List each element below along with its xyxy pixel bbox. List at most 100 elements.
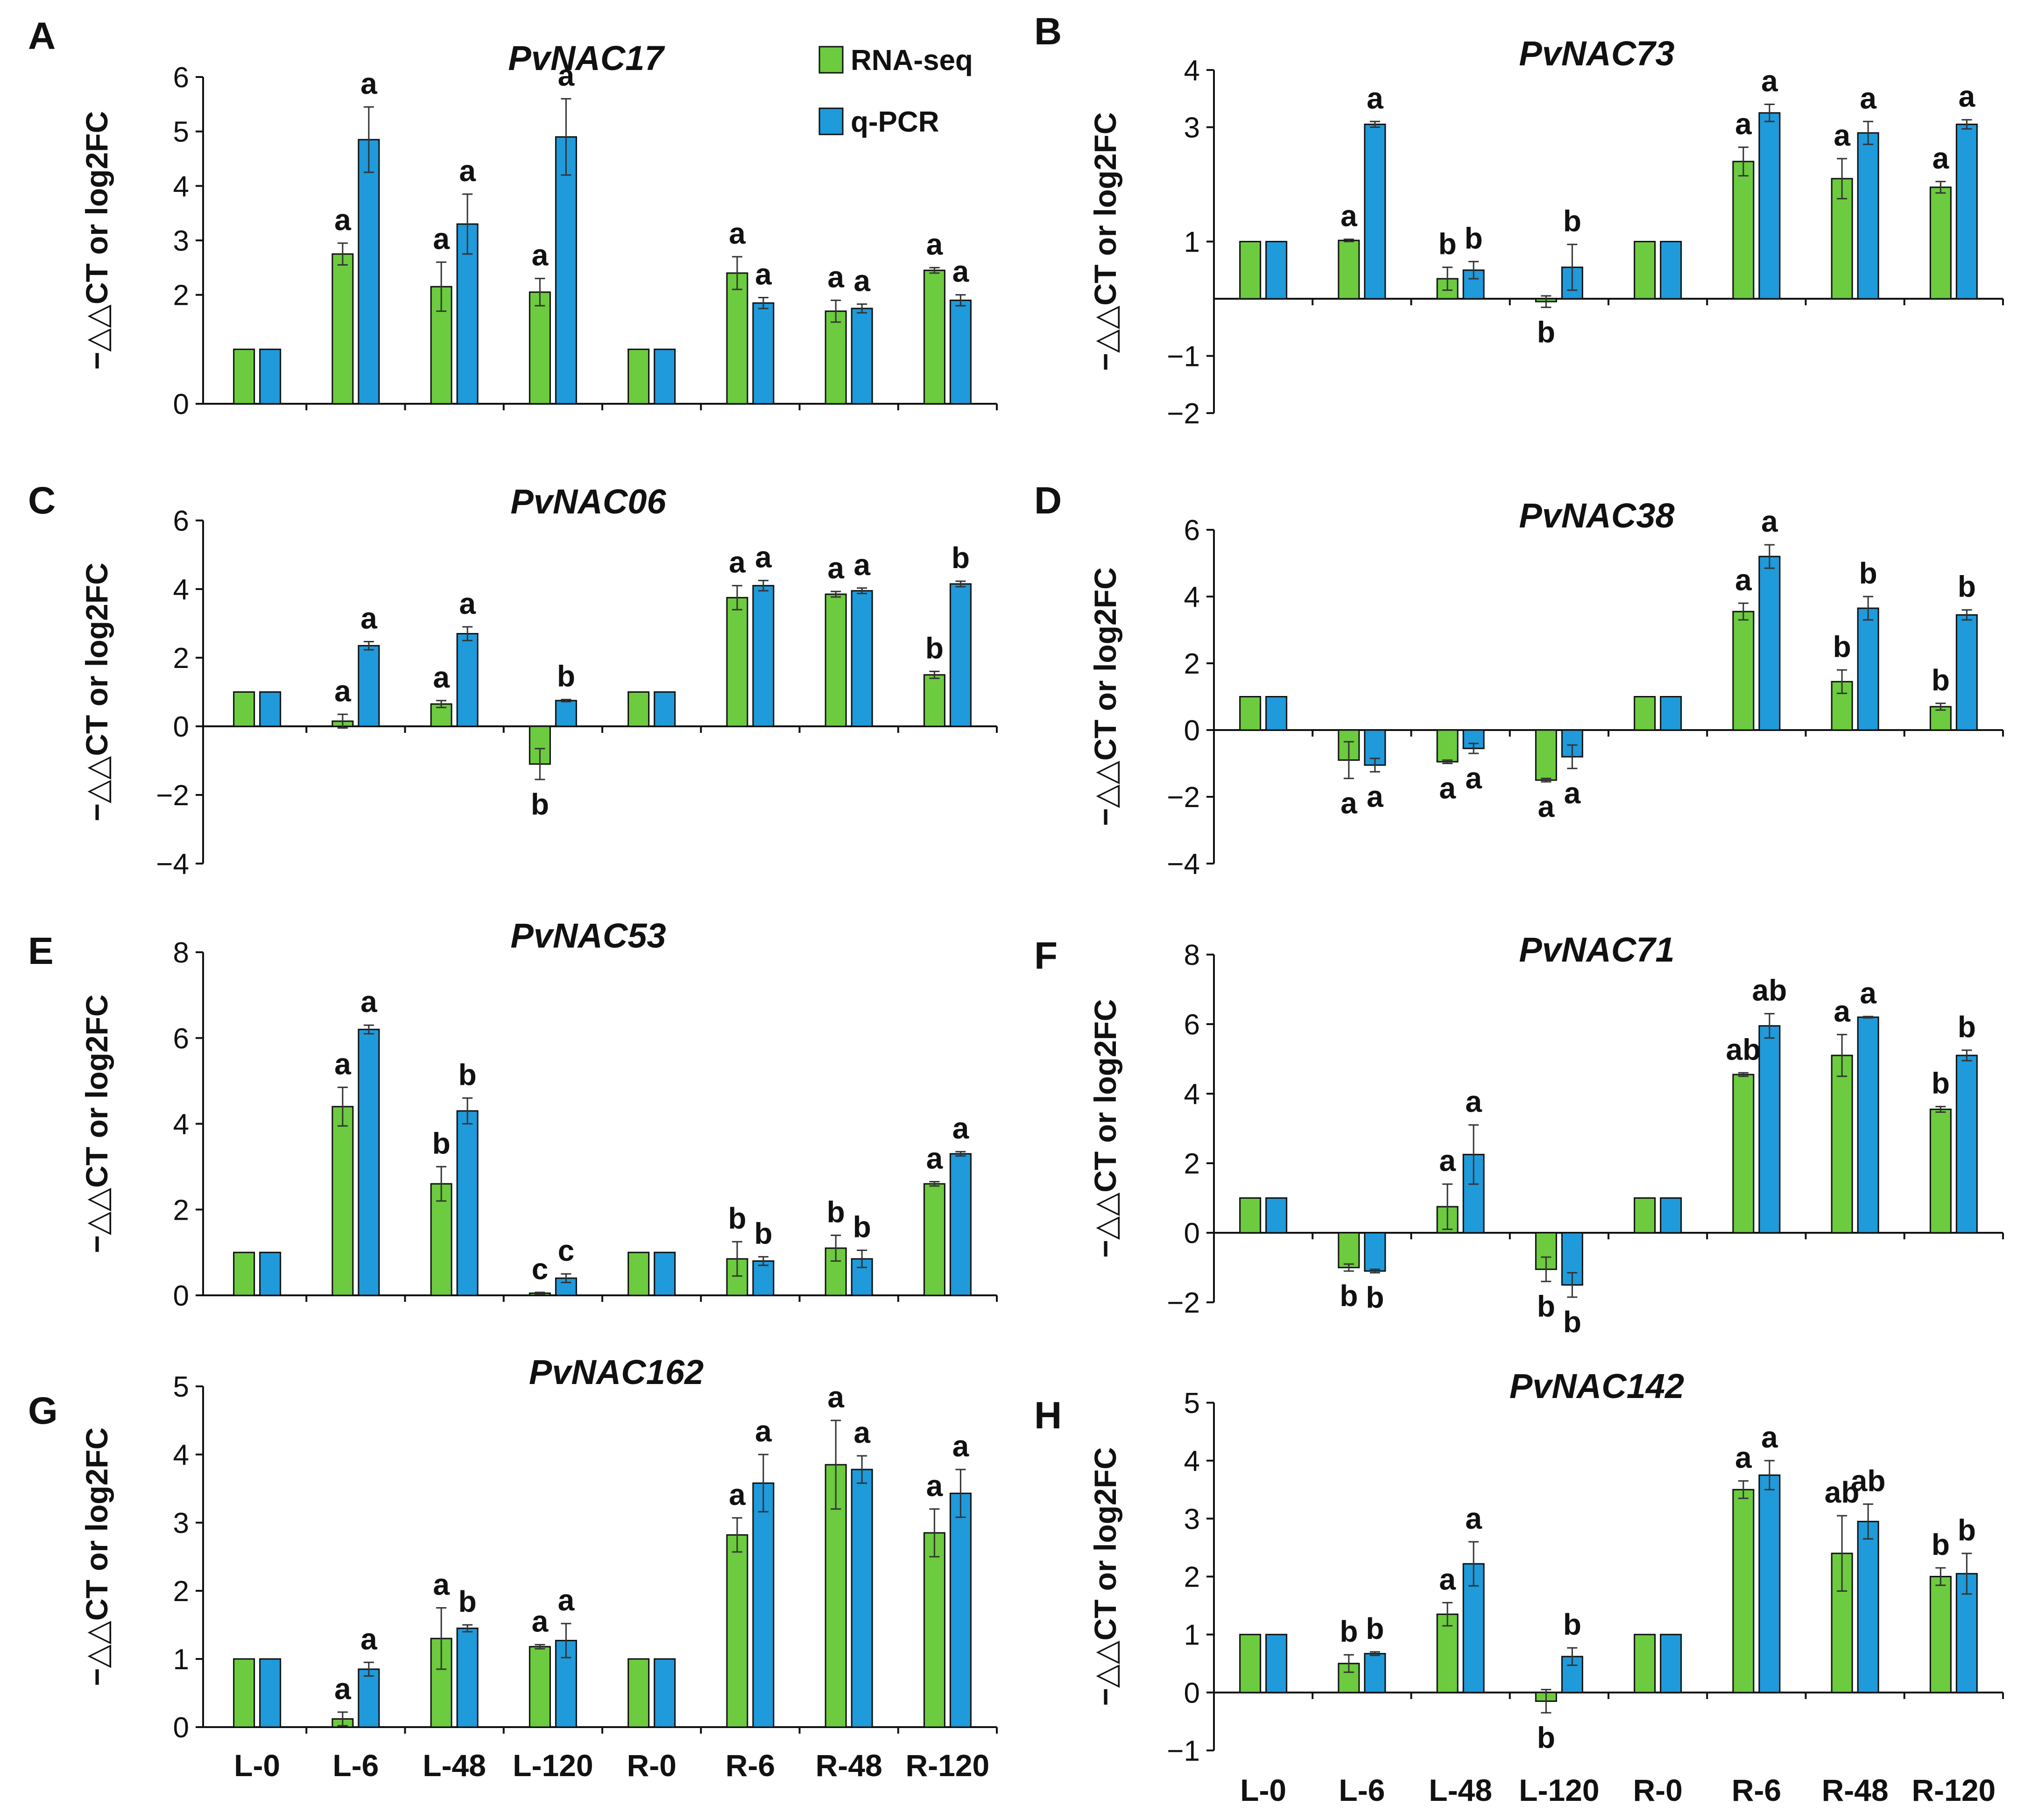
significance-letter: b: [827, 1195, 845, 1229]
y-tick-label: −2: [156, 780, 189, 812]
significance-letter: a: [853, 1416, 870, 1449]
panel-title: PvNAC162: [529, 1353, 704, 1391]
y-tick-label: 4: [173, 574, 189, 606]
significance-letter: a: [827, 551, 844, 585]
significance-letter: a: [433, 222, 450, 256]
significance-letter: a: [1564, 776, 1581, 810]
bar-q-pcr-r-6: [752, 302, 775, 405]
bar-rna-seq-l-48: [430, 1183, 452, 1296]
bar-q-pcr-r-6: [1758, 1025, 1781, 1234]
panel-letter: G: [28, 1390, 58, 1432]
y-tick-label: −2: [1167, 781, 1200, 814]
y-tick-label: 6: [173, 505, 189, 537]
bar-rna-seq-l-120: [1535, 729, 1557, 781]
significance-letter: a: [334, 1047, 351, 1081]
bar-rna-seq-l-0: [233, 1658, 255, 1728]
y-tick-label: 3: [173, 1507, 189, 1539]
significance-letter: b: [531, 787, 549, 821]
y-axis-label: −△△CT or log2FC: [1088, 1447, 1122, 1706]
bar-q-pcr-r-0: [1660, 241, 1682, 300]
significance-letter: a: [558, 59, 575, 92]
significance-letter: b: [1439, 227, 1457, 261]
bar-q-pcr-l-0: [1265, 1197, 1288, 1234]
significance-letter: a: [729, 546, 746, 579]
significance-letter: b: [1537, 1721, 1555, 1754]
significance-letter: a: [926, 1469, 943, 1503]
panel-letter: H: [1034, 1394, 1062, 1437]
y-tick-label: 6: [1184, 514, 1200, 547]
significance-letter: b: [1958, 570, 1976, 604]
legend-swatch-q-pcr: [818, 107, 844, 135]
y-axis-label: −△△CT or log2FC: [1088, 999, 1122, 1258]
y-tick-label: 6: [173, 62, 189, 94]
bar-q-pcr-r-6: [752, 1260, 775, 1296]
legend-swatch-rna-seq: [818, 46, 844, 74]
significance-letter: b: [1465, 221, 1483, 255]
panel-letter: F: [1034, 935, 1058, 977]
bar-rna-seq-r-6: [1732, 1489, 1755, 1694]
bar-rna-seq-l-0: [1239, 1197, 1262, 1234]
significance-letter: ab: [1851, 1464, 1886, 1497]
legend-label-q-pcr: q-PCR: [851, 106, 939, 138]
y-tick-label: 2: [1184, 648, 1200, 680]
x-category-label-l-120: L-120: [1519, 1773, 1599, 1807]
x-category-label-l-120: L-120: [513, 1748, 593, 1783]
legend-label-rna-seq: RNA-seq: [851, 44, 973, 77]
bar-rna-seq-r-6: [726, 272, 748, 405]
x-category-label-r-48: R-48: [1822, 1773, 1889, 1807]
y-tick-label: 2: [173, 280, 189, 312]
significance-letter: a: [360, 67, 377, 100]
significance-letter: b: [1340, 1279, 1358, 1313]
bar-rna-seq-l-6: [1338, 1232, 1360, 1268]
significance-letter: b: [728, 1202, 746, 1235]
significance-letter: b: [1366, 1612, 1384, 1645]
significance-letter: b: [1833, 630, 1851, 663]
bar-q-pcr-r-120: [949, 1492, 972, 1728]
significance-letter: b: [853, 1210, 871, 1244]
bar-q-pcr-l-120: [555, 136, 577, 405]
significance-letter: c: [558, 1234, 575, 1267]
significance-letter: a: [1538, 790, 1555, 823]
y-tick-label: 1: [1184, 226, 1200, 259]
panel-letter: C: [28, 479, 56, 522]
y-axis-label: −△△CT or log2FC: [1088, 567, 1122, 826]
significance-letter: a: [926, 1142, 943, 1175]
bar-q-pcr-r-120: [949, 299, 972, 405]
y-tick-label: 1: [173, 1644, 189, 1676]
bar-rna-seq-r-6: [1732, 161, 1755, 300]
significance-letter: a: [952, 1111, 969, 1145]
bar-q-pcr-r-0: [1660, 696, 1682, 731]
bar-rna-seq-r-120: [1929, 1576, 1952, 1694]
y-tick-label: −1: [1167, 341, 1200, 373]
significance-letter: a: [729, 217, 746, 250]
bar-q-pcr-l-0: [259, 691, 282, 727]
bar-q-pcr-r-6: [1758, 1474, 1781, 1694]
legend: RNA-seq q-PCR: [818, 44, 973, 138]
significance-letter: a: [360, 601, 377, 635]
significance-letter: b: [1563, 1305, 1581, 1339]
significance-letter: a: [1367, 81, 1383, 115]
significance-letter: b: [1537, 1289, 1555, 1323]
bar-q-pcr-r-0: [654, 1251, 676, 1296]
significance-letter: a: [755, 258, 772, 291]
significance-letter: b: [458, 1585, 477, 1618]
bar-rna-seq-r-0: [628, 348, 650, 405]
significance-letter: a: [558, 1583, 575, 1617]
bar-q-pcr-r-120: [1955, 1054, 1978, 1234]
y-tick-label: 5: [1184, 1387, 1200, 1419]
panel-title: PvNAC142: [1509, 1367, 1684, 1405]
bar-q-pcr-l-0: [259, 1658, 282, 1728]
bar-rna-seq-l-48: [1436, 1613, 1459, 1694]
significance-letter: a: [1860, 977, 1876, 1010]
bar-rna-seq-l-0: [233, 1251, 255, 1296]
x-category-label-r-0: R-0: [627, 1748, 676, 1783]
bar-rna-seq-r-120: [923, 269, 945, 405]
significance-letter: a: [827, 260, 844, 294]
bar-q-pcr-l-6: [358, 139, 380, 405]
significance-letter: c: [532, 1252, 549, 1286]
significance-letter: a: [1932, 141, 1949, 175]
bar-q-pcr-l-6: [358, 645, 380, 727]
